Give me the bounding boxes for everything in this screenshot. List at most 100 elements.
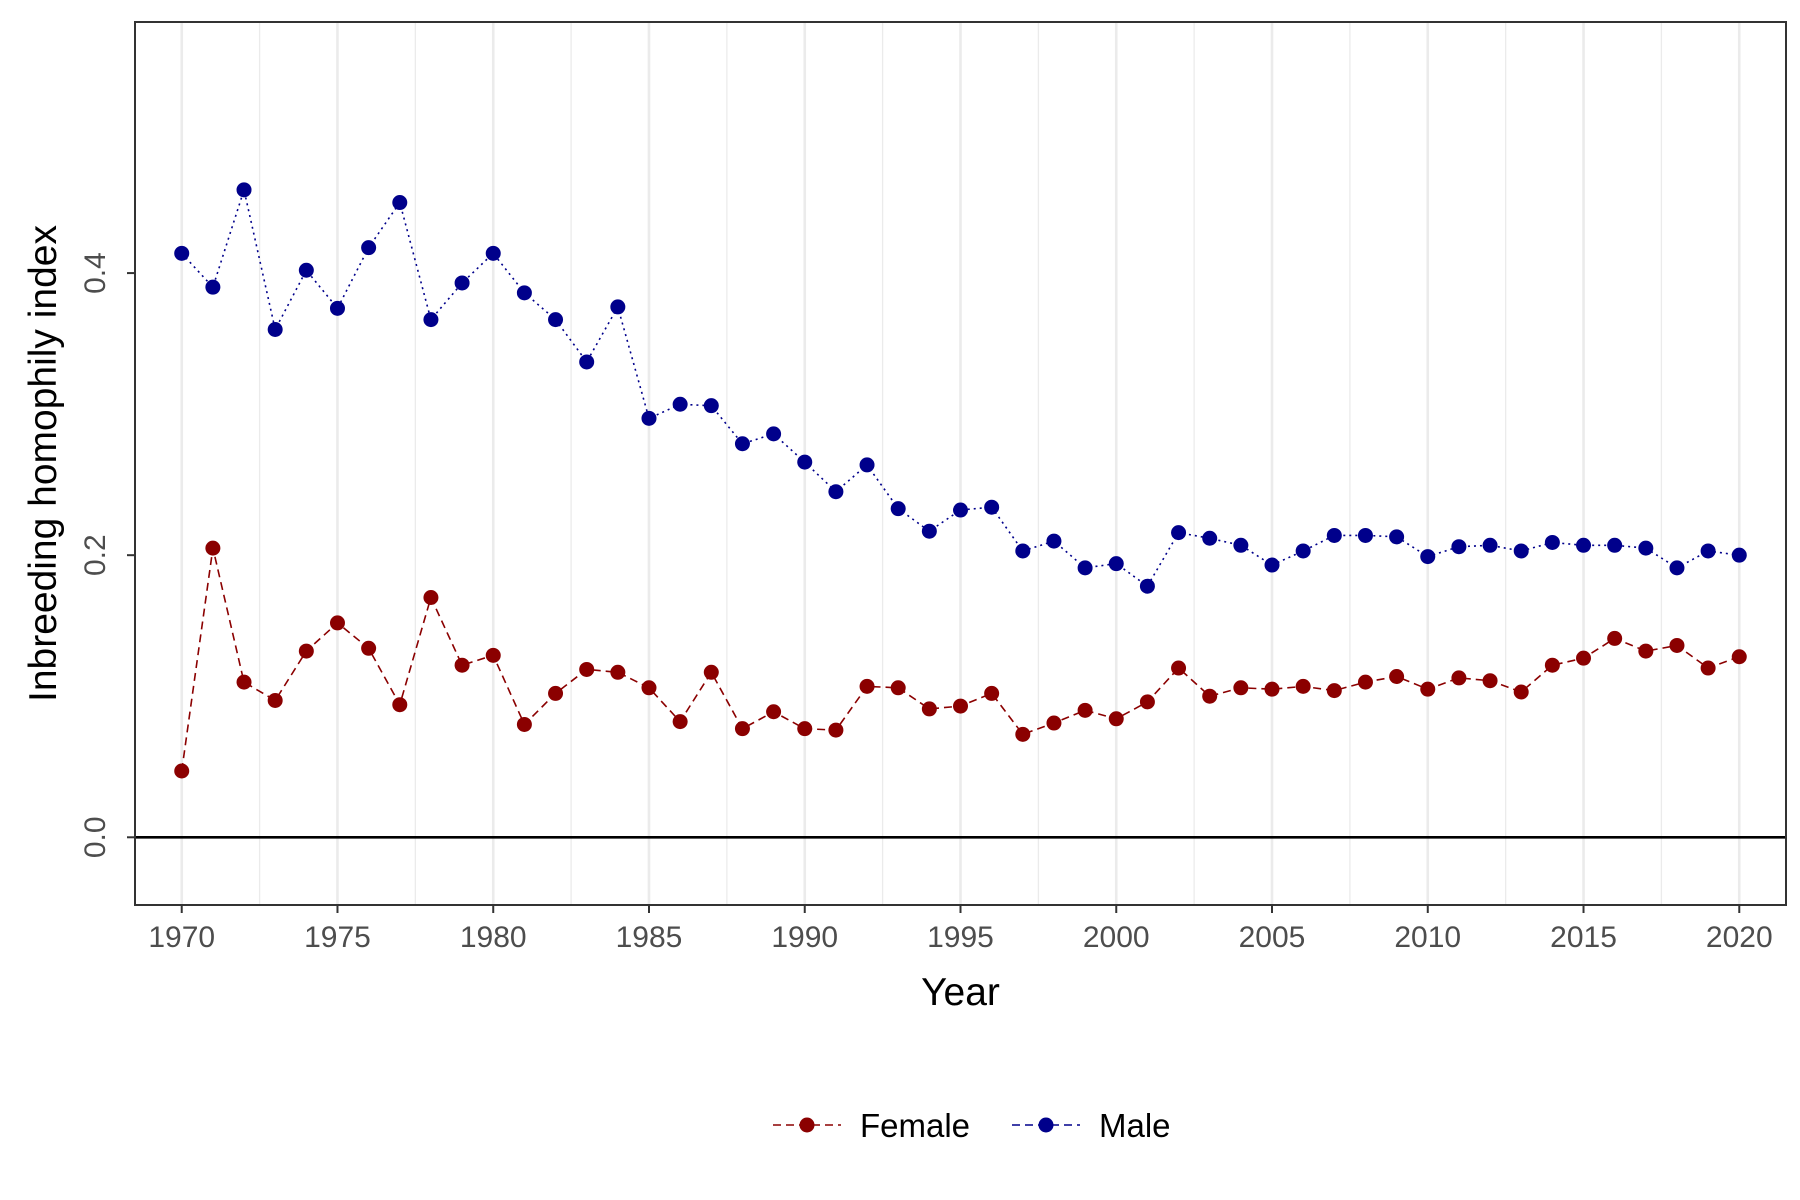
male-data-point [1326,527,1342,543]
x-tick-label: 1985 [616,921,683,954]
female-data-point [1264,681,1280,697]
x-tick-label: 1980 [460,921,527,954]
x-tick-label: 2000 [1083,921,1150,954]
male-data-point [329,300,345,316]
female-data-point [1482,673,1498,689]
x-tick-label: 2010 [1394,921,1461,954]
female-data-point [1389,668,1405,684]
male-data-point [1264,557,1280,573]
female-data-point [205,540,221,556]
x-tick-label: 2005 [1239,921,1306,954]
female-data-point [454,657,470,673]
female-data-point [1700,660,1716,676]
female-data-point [1669,637,1685,653]
male-data-point [1357,527,1373,543]
female-data-point [1420,681,1436,697]
female-data-point [1233,680,1249,696]
female-data-point [1171,660,1187,676]
female-data-point [361,640,377,656]
male-data-point [797,454,813,470]
male-data-point [485,245,501,261]
female-data-point [485,647,501,663]
female-data-point [1295,678,1311,694]
female-data-point [329,615,345,631]
axes: 1970 1975 1980 1985 1990 1995 2000 2005 2010 2015… [79,252,1773,954]
female-data-point [859,678,875,694]
male-data-point [766,426,782,442]
female-data-point [1513,684,1529,700]
male-data-point [298,262,314,278]
female-data-point [1326,683,1342,699]
male-data-point [579,354,595,370]
y-tick-label: 0.2 [79,534,112,576]
male-data-point [921,523,937,539]
male-data-point [641,410,657,426]
male-data-point [734,436,750,452]
x-tick-label: 2020 [1706,921,1773,954]
male-data-point [1077,560,1093,576]
female-data-point [1046,715,1062,731]
female-data-point [236,674,252,690]
female-data-point [548,685,564,701]
female-data-point [610,664,626,680]
x-tick-label: 2015 [1550,921,1617,954]
male-data-point [1482,537,1498,553]
female-data-point [1607,630,1623,646]
female-data-point [953,698,968,714]
male-data-point [1544,534,1560,550]
gridlines [180,22,1741,905]
male-data-point [1420,549,1436,565]
female-data-point [1015,726,1031,742]
male-data-point [392,195,408,211]
male-data-point [1513,543,1529,559]
female-data-point [1544,657,1560,673]
male-data-point [1389,529,1405,545]
female-data-point [1357,674,1373,690]
legend-key-point-male [1038,1117,1054,1133]
female-data-point [672,714,688,730]
y-axis-title: Inbreeding homophily index [22,225,65,702]
male-data-point [703,398,719,414]
male-data-point [1638,540,1654,556]
female-data-point [703,664,719,680]
male-data-point [890,501,906,517]
male-data-point [1233,537,1249,553]
male-data-point [1046,533,1062,549]
male-data-point [454,275,470,291]
female-data-point [298,643,314,659]
male-data-point [236,182,252,198]
male-data-point [1607,537,1623,553]
x-tick-label: 1995 [927,921,994,954]
female-data-point [828,722,844,738]
x-axis-title: Year [921,971,1000,1014]
female-data-point [174,763,190,779]
female-data-point [516,716,532,732]
female-data-point [641,680,657,696]
male-data-point [1295,543,1311,559]
male-series-line [181,186,1740,588]
male-data-point [1171,525,1187,541]
female-data-point [921,701,937,717]
female-data-point [1108,711,1124,727]
female-data-point [1077,702,1093,718]
male-data-point [1451,539,1467,555]
female-data-point [392,697,408,713]
female-data-point [1638,643,1654,659]
male-data-point [548,312,564,328]
male-data-point [953,502,968,518]
female-data-point [734,721,750,737]
legend-label-female: Female [860,1107,970,1144]
male-data-point [1108,556,1124,572]
male-data-point [1731,547,1747,563]
male-data-point [828,484,844,500]
male-data-point [205,279,221,295]
female-data-point [766,704,782,720]
male-data-point [267,321,283,337]
y-tick-label: 0.0 [79,816,112,858]
male-data-point [1700,543,1716,559]
male-data-point [1576,537,1592,553]
male-data-point [859,457,875,473]
female-data-point [423,590,439,606]
